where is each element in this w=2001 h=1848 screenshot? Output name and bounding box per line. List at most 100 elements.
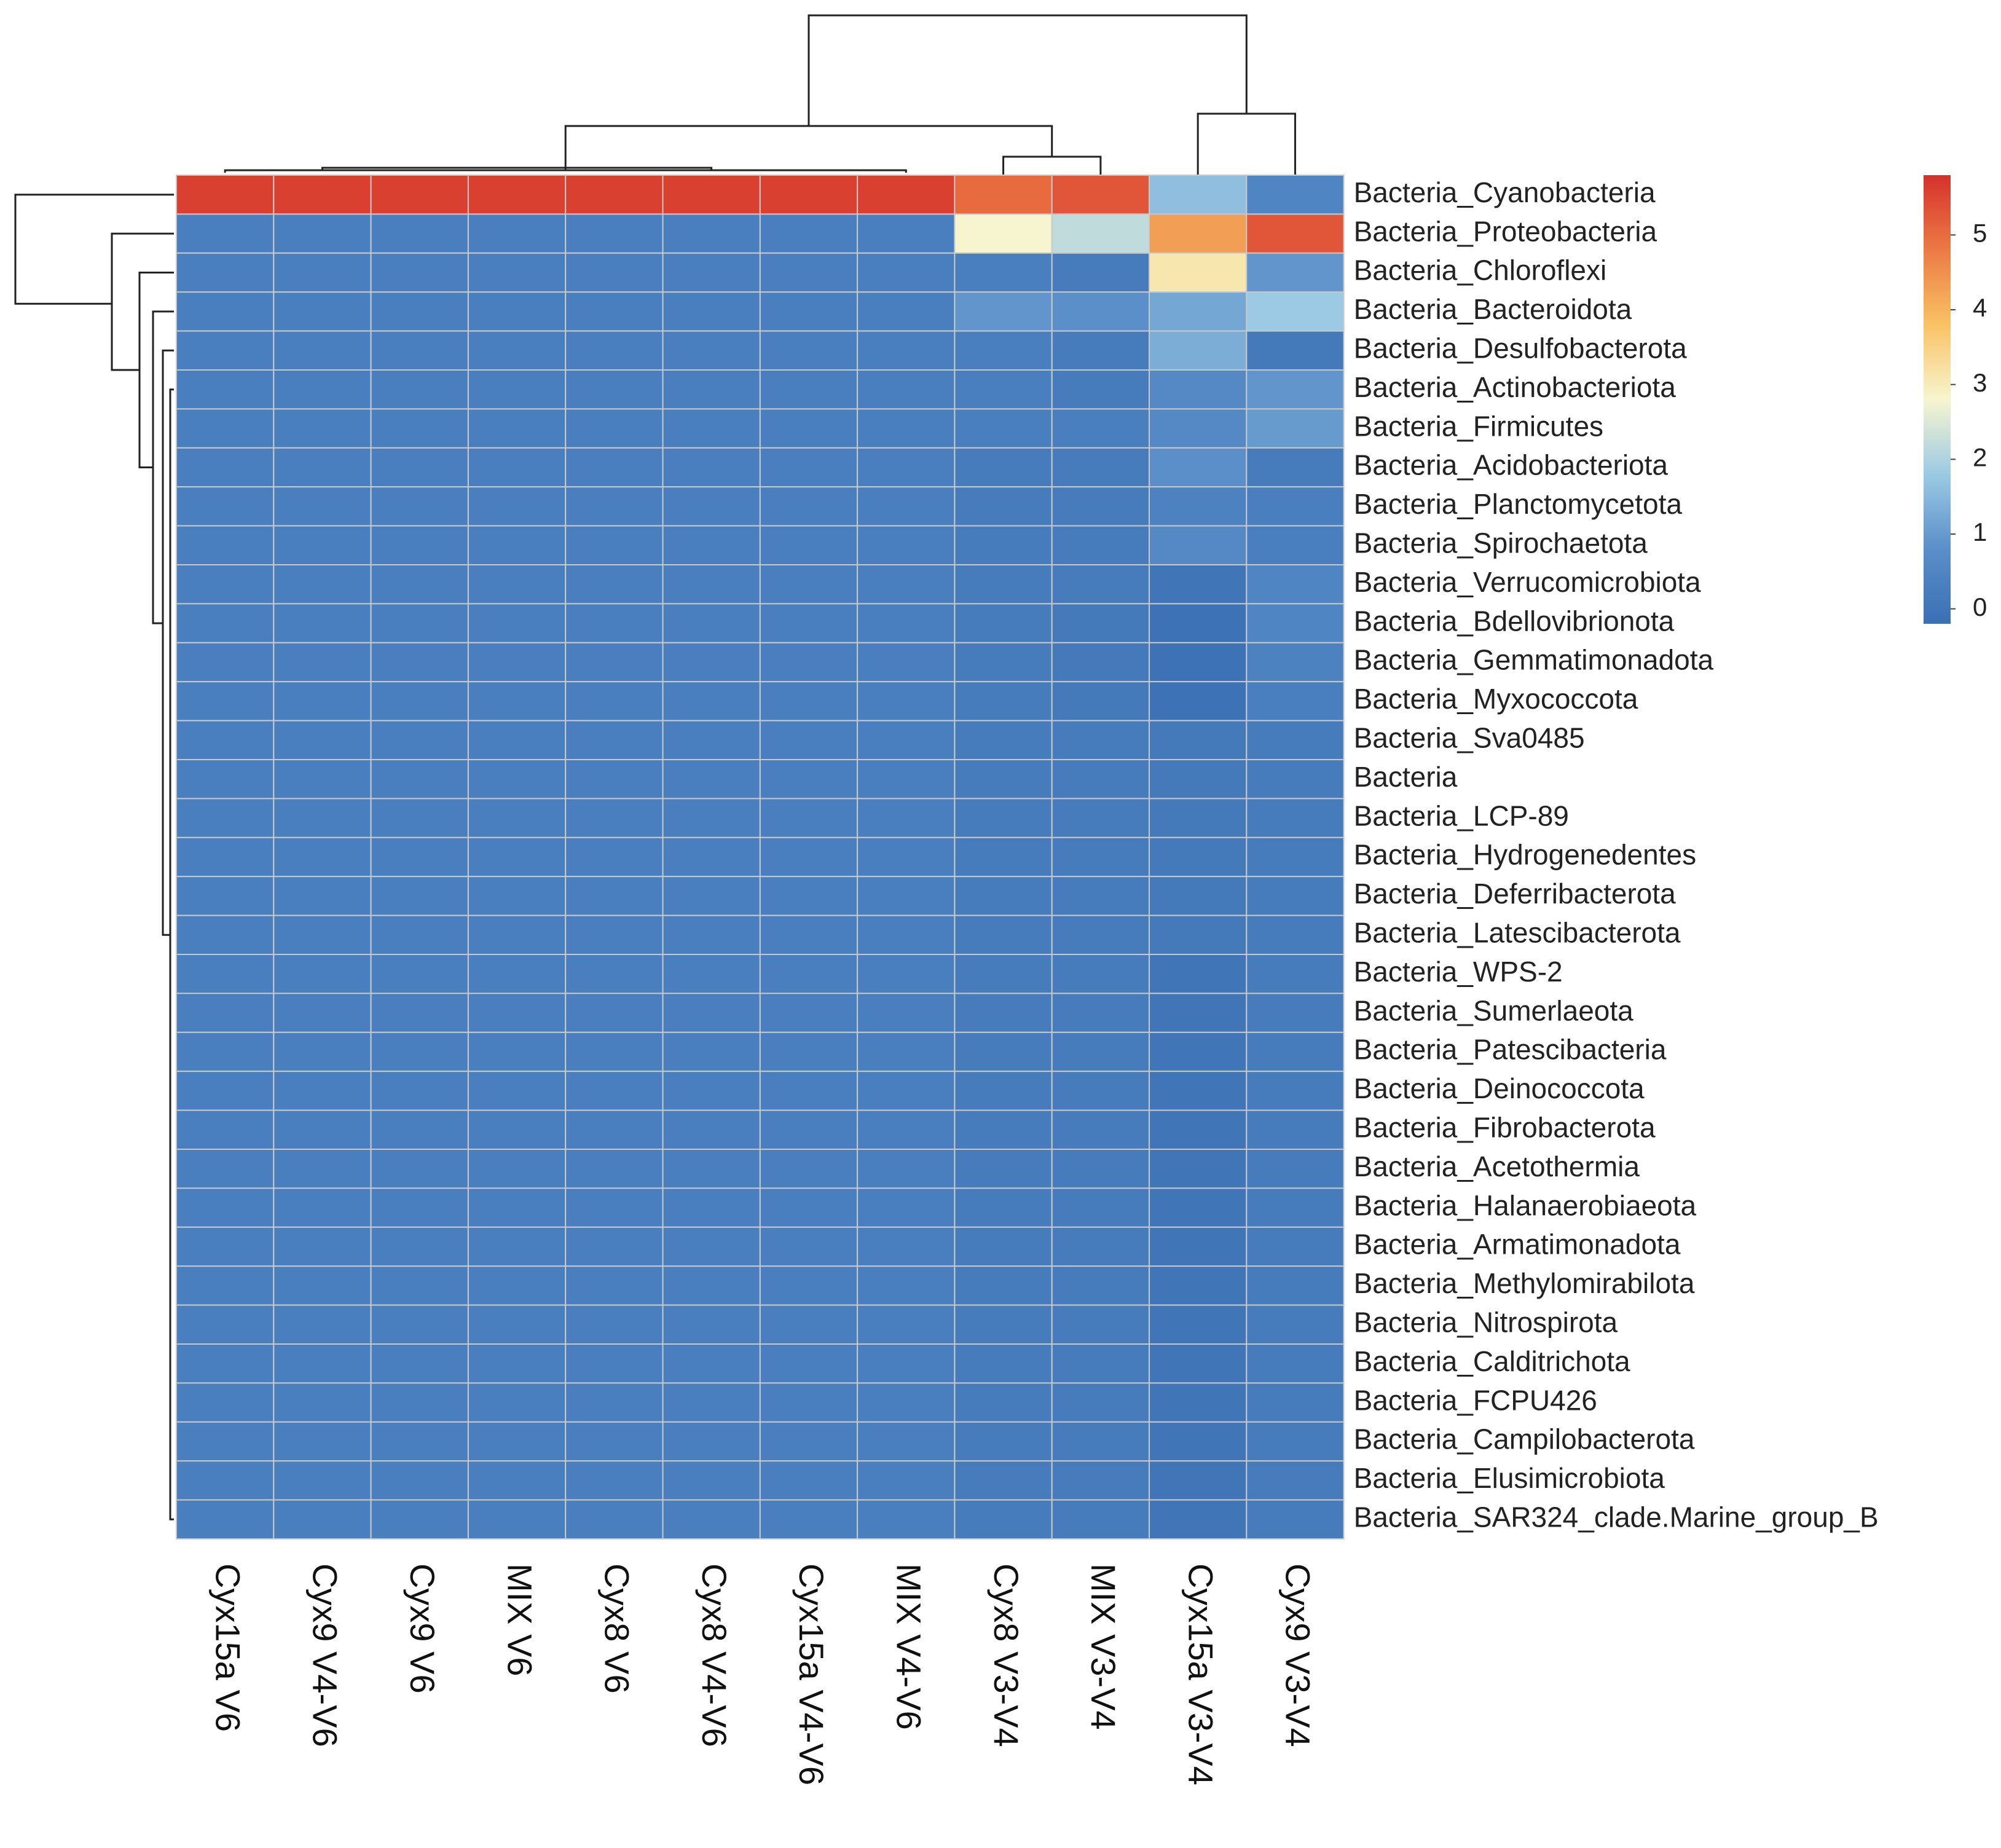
heatmap-cell — [565, 1499, 664, 1540]
row-label: Bacteria_WPS-2 — [1354, 956, 1563, 988]
heatmap-cell — [1246, 993, 1345, 1033]
heatmap-cell — [467, 993, 567, 1033]
heatmap-cell — [176, 1109, 275, 1150]
color-legend-ticks: 0 1 2 3 4 5 — [1951, 218, 1987, 621]
heatmap-cell — [176, 525, 275, 565]
row-label: Bacteria_Nitrospirota — [1354, 1306, 1618, 1338]
row-label: Bacteria_Firmicutes — [1354, 410, 1603, 442]
column-dendrogram-branch — [808, 14, 1248, 126]
heatmap-cell — [273, 252, 372, 293]
heatmap-cell — [857, 1421, 956, 1462]
heatmap-cell — [954, 1499, 1053, 1540]
heatmap-cell — [1149, 486, 1248, 527]
heatmap-cell — [273, 1343, 372, 1384]
heatmap-cell — [1149, 876, 1248, 916]
heatmap-cell — [176, 1343, 275, 1384]
heatmap-cell — [1246, 914, 1345, 955]
heatmap-cell — [759, 1071, 859, 1111]
heatmap-cell — [1051, 642, 1150, 683]
heatmap-cell — [857, 1343, 956, 1384]
heatmap-cell — [954, 1421, 1053, 1462]
heatmap-cell — [176, 408, 275, 449]
heatmap-cell — [1051, 447, 1150, 488]
heatmap-cell — [273, 798, 372, 838]
heatmap-cell — [1246, 1460, 1345, 1501]
heatmap-cell — [662, 486, 761, 527]
heatmap-cell — [565, 1304, 664, 1345]
heatmap-cell — [273, 486, 372, 527]
heatmap-cell — [1051, 525, 1150, 565]
row-label: Bacteria_Elusimicrobiota — [1354, 1462, 1665, 1494]
heatmap-cell — [954, 1109, 1053, 1150]
heatmap-cell — [857, 564, 956, 605]
heatmap-cell — [1246, 447, 1345, 488]
heatmap-cell — [954, 369, 1053, 410]
row-label: Bacteria_Acidobacteriota — [1354, 449, 1669, 481]
heatmap-cell — [565, 876, 664, 916]
heatmap-cell — [565, 1265, 664, 1306]
heatmap-cell — [370, 447, 469, 488]
heatmap-cell — [467, 252, 567, 293]
heatmap-cell — [857, 642, 956, 683]
heatmap-cell — [662, 1265, 761, 1306]
heatmap-cell — [759, 681, 859, 722]
heatmap-cell — [273, 993, 372, 1033]
heatmap-cell — [176, 876, 275, 916]
heatmap-cell — [565, 1460, 664, 1501]
heatmap-cell — [1149, 603, 1248, 643]
heatmap-cell — [662, 1460, 761, 1501]
heatmap-cell — [1246, 603, 1345, 643]
heatmap-cell — [759, 1382, 859, 1423]
heatmap-cell — [662, 1382, 761, 1423]
row-label: Bacteria_Sumerlaeota — [1354, 994, 1634, 1026]
heatmap-cell — [1051, 993, 1150, 1033]
heatmap-cell — [662, 1109, 761, 1150]
heatmap-cell — [176, 486, 275, 527]
heatmap-cell — [857, 1187, 956, 1228]
heatmap-cell — [273, 1499, 372, 1540]
row-label: Bacteria_Verrucomicrobiota — [1354, 566, 1701, 598]
heatmap-cell — [1149, 291, 1248, 332]
heatmap-cell — [1051, 1149, 1150, 1189]
heatmap-cell — [467, 447, 567, 488]
heatmap-cell — [565, 1031, 664, 1072]
row-label: Bacteria_Bacteroidota — [1354, 293, 1632, 325]
column-label: Cyx15a V3-V4 — [1181, 1563, 1220, 1785]
heatmap-cell — [176, 1304, 275, 1345]
heatmap-cell — [1051, 603, 1150, 643]
heatmap-cell — [954, 642, 1053, 683]
heatmap-cell — [273, 603, 372, 643]
heatmap-cell — [1246, 213, 1345, 254]
heatmap-cell — [1246, 525, 1345, 565]
heatmap-cell — [1051, 1187, 1150, 1228]
column-label: MIX V4-V6 — [890, 1563, 929, 1730]
heatmap-cell — [1246, 720, 1345, 760]
column-dendrogram-branch — [321, 167, 713, 170]
heatmap-cell — [565, 914, 664, 955]
column-label: MIX V6 — [500, 1563, 539, 1677]
heatmap-cell — [176, 642, 275, 683]
heatmap-cell — [273, 1226, 372, 1267]
heatmap-cell — [273, 642, 372, 683]
heatmap-cell — [273, 720, 372, 760]
heatmap-cell — [954, 1149, 1053, 1189]
heatmap-cell — [857, 603, 956, 643]
heatmap-cell — [1149, 1382, 1248, 1423]
heatmap-cell — [1246, 1226, 1345, 1267]
heatmap-cell — [1051, 681, 1150, 722]
heatmap-cell — [662, 408, 761, 449]
row-label: Bacteria_Halanaerobiaeota — [1354, 1189, 1697, 1221]
heatmap-cell — [370, 1343, 469, 1384]
heatmap-cell — [759, 252, 859, 293]
heatmap-cell — [759, 330, 859, 371]
heatmap-cell — [1246, 642, 1345, 683]
heatmap-cell — [1051, 1343, 1150, 1384]
heatmap-cell — [1051, 1382, 1150, 1423]
heatmap-cell — [273, 408, 372, 449]
heatmap-cell — [1149, 175, 1248, 215]
heatmap-cell — [1246, 1499, 1345, 1540]
heatmap-cell — [1246, 1031, 1345, 1072]
heatmap-cell — [467, 1187, 567, 1228]
heatmap-cell — [662, 876, 761, 916]
row-label: Bacteria_SAR324_clade.Marine_group_B — [1354, 1501, 1879, 1533]
